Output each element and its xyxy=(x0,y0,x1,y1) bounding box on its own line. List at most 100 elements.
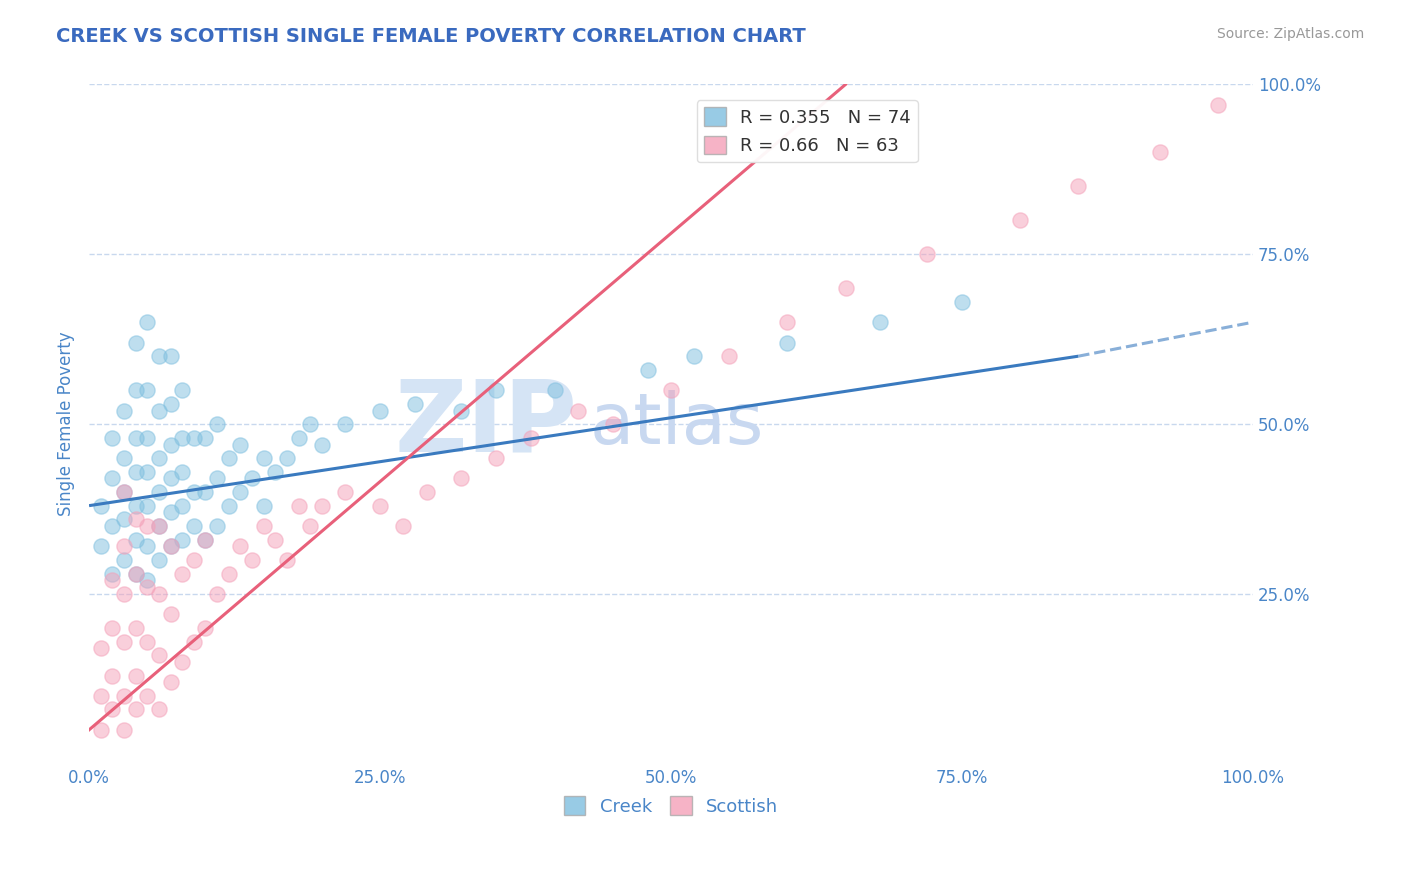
Point xyxy=(159,397,181,411)
Point xyxy=(776,335,799,350)
Point xyxy=(194,533,217,547)
Point xyxy=(333,485,356,500)
Point xyxy=(368,403,391,417)
Point xyxy=(299,417,322,431)
Point xyxy=(172,499,194,513)
Point xyxy=(90,499,112,513)
Point xyxy=(253,499,276,513)
Point xyxy=(950,294,973,309)
Point xyxy=(172,655,194,669)
Point xyxy=(90,540,112,554)
Point xyxy=(205,471,228,485)
Point xyxy=(124,533,146,547)
Point xyxy=(218,451,240,466)
Point xyxy=(602,417,624,431)
Point xyxy=(148,519,170,533)
Text: ZIP: ZIP xyxy=(395,376,578,473)
Point xyxy=(718,349,741,363)
Point xyxy=(159,540,181,554)
Point xyxy=(392,519,415,533)
Point xyxy=(112,512,135,526)
Point xyxy=(112,485,135,500)
Point xyxy=(264,465,287,479)
Point xyxy=(112,403,135,417)
Point xyxy=(253,519,276,533)
Point xyxy=(112,540,135,554)
Point xyxy=(90,723,112,737)
Point xyxy=(240,471,263,485)
Point xyxy=(404,397,426,411)
Y-axis label: Single Female Poverty: Single Female Poverty xyxy=(58,332,75,516)
Point xyxy=(90,689,112,703)
Point xyxy=(148,702,170,716)
Point xyxy=(101,574,124,588)
Point xyxy=(218,566,240,581)
Point xyxy=(136,580,159,594)
Point xyxy=(172,566,194,581)
Point xyxy=(183,553,205,567)
Point xyxy=(159,540,181,554)
Point xyxy=(1149,145,1171,160)
Point xyxy=(834,281,856,295)
Point xyxy=(124,621,146,635)
Point xyxy=(136,634,159,648)
Point xyxy=(415,485,437,500)
Point xyxy=(124,431,146,445)
Point xyxy=(869,315,891,329)
Point xyxy=(148,519,170,533)
Point xyxy=(299,519,322,533)
Point xyxy=(229,485,252,500)
Point xyxy=(276,451,298,466)
Point xyxy=(159,349,181,363)
Point xyxy=(194,621,217,635)
Point xyxy=(101,519,124,533)
Point xyxy=(148,403,170,417)
Point xyxy=(194,431,217,445)
Point xyxy=(148,451,170,466)
Point xyxy=(101,702,124,716)
Point xyxy=(101,621,124,635)
Point xyxy=(183,431,205,445)
Point xyxy=(276,553,298,567)
Point xyxy=(172,533,194,547)
Point xyxy=(205,417,228,431)
Point xyxy=(124,335,146,350)
Point xyxy=(148,648,170,662)
Point xyxy=(659,383,682,397)
Point xyxy=(159,675,181,690)
Point xyxy=(1010,213,1032,227)
Point xyxy=(311,499,333,513)
Point xyxy=(264,533,287,547)
Point xyxy=(287,499,309,513)
Point xyxy=(136,383,159,397)
Point xyxy=(136,519,159,533)
Point xyxy=(205,519,228,533)
Point xyxy=(567,403,589,417)
Point xyxy=(485,383,508,397)
Point xyxy=(112,723,135,737)
Point xyxy=(101,668,124,682)
Point xyxy=(136,689,159,703)
Point xyxy=(148,587,170,601)
Point xyxy=(205,587,228,601)
Point xyxy=(112,485,135,500)
Point xyxy=(172,465,194,479)
Point xyxy=(136,574,159,588)
Point xyxy=(287,431,309,445)
Text: atlas: atlas xyxy=(589,390,763,458)
Point xyxy=(159,471,181,485)
Point xyxy=(240,553,263,567)
Point xyxy=(915,247,938,261)
Point xyxy=(172,431,194,445)
Point xyxy=(159,607,181,622)
Point xyxy=(159,505,181,519)
Point xyxy=(124,512,146,526)
Point xyxy=(101,471,124,485)
Point xyxy=(194,533,217,547)
Point xyxy=(637,363,659,377)
Point xyxy=(520,431,543,445)
Point xyxy=(124,383,146,397)
Point xyxy=(101,566,124,581)
Point xyxy=(112,689,135,703)
Point xyxy=(136,315,159,329)
